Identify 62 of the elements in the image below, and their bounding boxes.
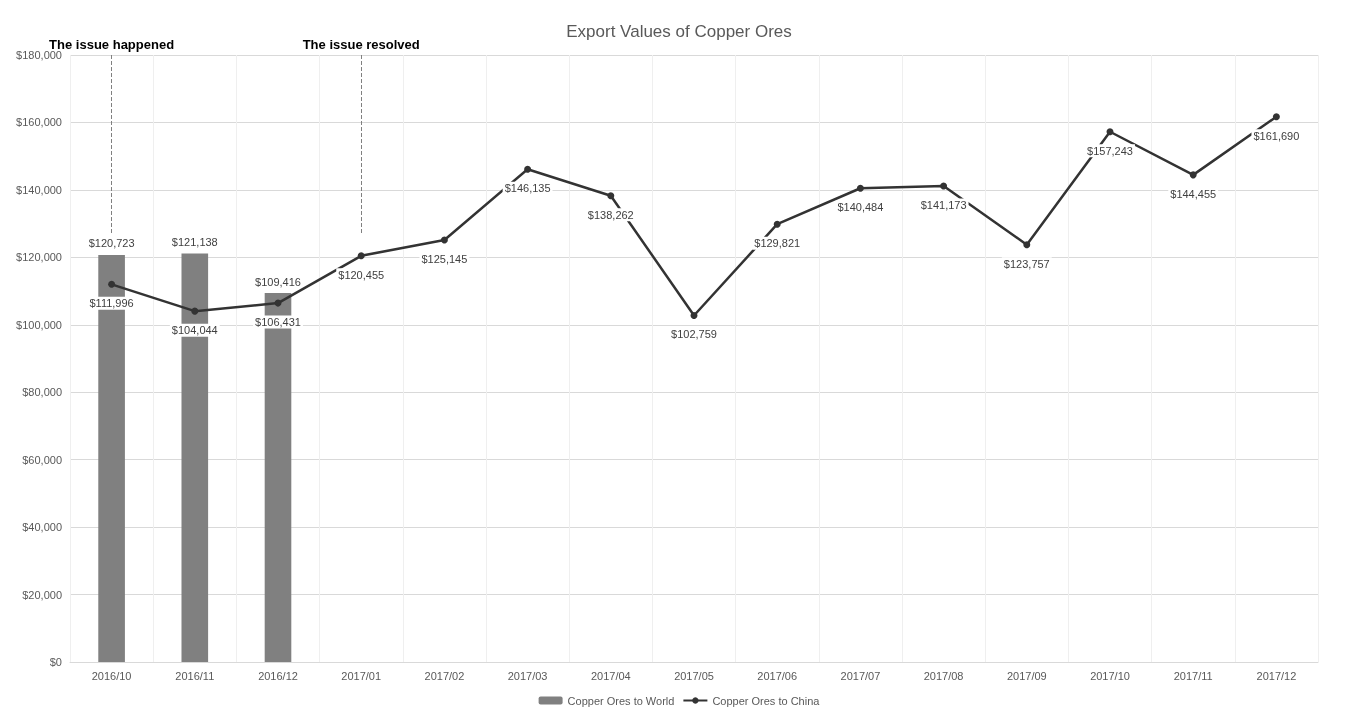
- x-tick-label: 2017/06: [757, 669, 798, 682]
- x-tick-label: 2017/03: [507, 669, 548, 682]
- x-tick-label: 2017/01: [341, 669, 382, 682]
- point: [940, 182, 948, 190]
- y-tick-label: $180,000: [16, 49, 62, 61]
- point: [856, 184, 864, 192]
- y-tick-label: $40,000: [22, 521, 62, 534]
- data-label: $144,455: [1170, 187, 1217, 200]
- x-tick-label: 2017/05: [674, 669, 714, 682]
- point: [440, 236, 448, 244]
- data-label: $138,262: [587, 208, 634, 221]
- data-label: $104,044: [171, 324, 218, 337]
- x-tick-label: 2017/04: [590, 669, 631, 682]
- data-label: $146,135: [504, 182, 551, 195]
- x-tick-label: 2016/10: [91, 669, 132, 682]
- data-label: $141,173: [920, 198, 967, 211]
- data-label: $120,455: [338, 268, 385, 281]
- y-tick-label: $60,000: [22, 453, 62, 466]
- x-tick-label: 2016/11: [175, 669, 215, 682]
- data-label: $125,145: [421, 252, 468, 265]
- data-label: $121,138: [171, 236, 218, 248]
- point: [1023, 241, 1031, 249]
- data-label: $161,690: [1253, 129, 1300, 142]
- data-label: $129,821: [754, 237, 801, 250]
- x-tick-label: 2017/12: [1256, 669, 1297, 682]
- data-label: $111,996: [89, 297, 134, 310]
- data-label: $123,757: [1003, 257, 1050, 270]
- point: [108, 280, 116, 288]
- data-label: $120,723: [88, 237, 135, 250]
- x-tick-label: 2017/10: [1090, 669, 1130, 682]
- x-tick-label: 2016/12: [258, 669, 298, 682]
- chart-title: Export Values of Copper Ores: [566, 22, 792, 41]
- x-tick-label: 2017/07: [840, 669, 881, 682]
- legend-label: Copper Ores to China: [712, 694, 821, 707]
- point: [191, 307, 199, 315]
- x-tick-label: 2017/08: [923, 669, 964, 682]
- ref-line-label: The issue resolved: [302, 37, 420, 52]
- point: [690, 311, 698, 319]
- data-label: $157,243: [1087, 144, 1133, 157]
- point: [1106, 128, 1114, 136]
- point: [357, 252, 365, 260]
- data-label: $140,484: [837, 201, 884, 214]
- point: [1272, 113, 1280, 121]
- point: [607, 192, 615, 200]
- y-tick-label: $100,000: [16, 318, 62, 331]
- x-tick-label: 2017/11: [1173, 669, 1213, 682]
- data-label: $109,416: [255, 275, 301, 288]
- point: [773, 220, 781, 228]
- x-tick-label: 2017/02: [424, 669, 465, 682]
- ref-line-label: The issue happened: [49, 37, 175, 52]
- y-tick-label: $140,000: [16, 183, 62, 196]
- data-label: $106,431: [255, 316, 301, 329]
- y-tick-label: $20,000: [22, 588, 62, 601]
- y-tick-label: $160,000: [16, 116, 62, 129]
- y-tick-label: $0: [49, 656, 62, 668]
- data-label: $102,759: [671, 328, 717, 341]
- x-tick-label: 2017/09: [1006, 669, 1047, 682]
- legend-label: Copper Ores to World: [567, 694, 675, 707]
- point: [524, 165, 532, 173]
- y-tick-label: $120,000: [16, 251, 62, 264]
- y-tick-label: $80,000: [22, 386, 62, 399]
- point: [1189, 171, 1197, 179]
